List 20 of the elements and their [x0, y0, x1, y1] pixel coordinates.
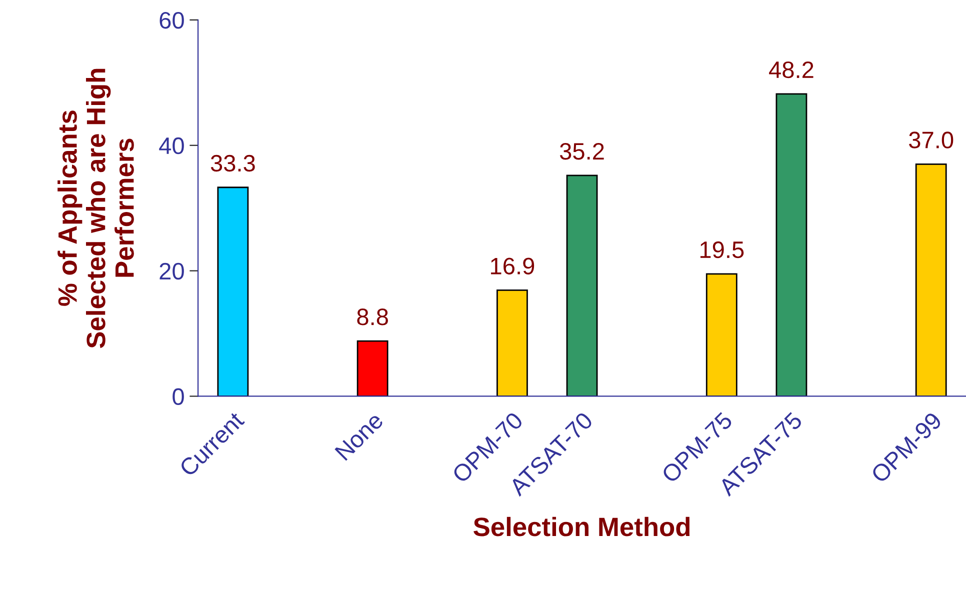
data-label: 16.9	[491, 258, 534, 274]
data-label: 35.2	[560, 142, 604, 160]
y-axis-title: % of Applicants Selected who are High Performers	[58, 68, 134, 348]
data-label: 33.3	[210, 154, 255, 172]
bar	[217, 186, 249, 396]
bar	[566, 174, 598, 396]
bar	[496, 290, 528, 396]
bar	[776, 93, 808, 396]
y-tick-label: 0	[172, 388, 184, 406]
x-axis-title: Selection Method	[474, 516, 690, 536]
data-label: 37.0	[909, 132, 954, 148]
data-label: 19.5	[700, 241, 744, 258]
data-label: 8.8	[357, 308, 388, 326]
y-tick-label: 60	[160, 12, 184, 29]
y-tick-label: 20	[160, 262, 184, 280]
bar	[706, 273, 738, 396]
bar	[915, 163, 947, 396]
data-label: 48.2	[769, 61, 814, 78]
bar	[356, 340, 388, 396]
y-tick-label: 40	[159, 137, 184, 154]
